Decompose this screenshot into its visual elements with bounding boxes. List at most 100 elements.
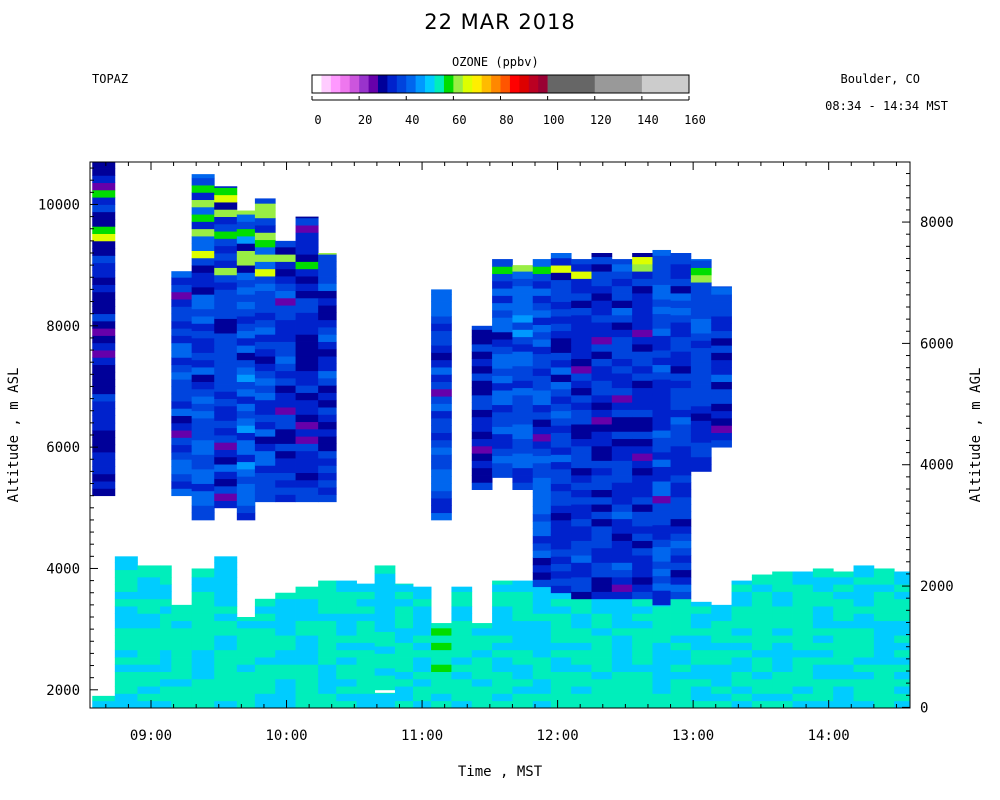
ozone-cell [92,451,116,460]
ozone-cell [295,283,319,292]
ozone-cell [318,290,337,299]
colorbar-bin-3 [340,75,350,93]
ozone-cell [652,350,671,358]
ozone-cell [591,693,613,702]
ozone-cell [894,620,911,629]
ozone-cell [591,700,613,709]
ozone-cell [394,664,414,672]
ozone-cell [171,328,193,336]
ozone-cell [471,475,493,483]
ozone-cell [652,364,671,373]
ozone-cell [92,415,116,424]
x-tick-label: 10:00 [265,728,307,744]
ozone-cell [471,642,493,651]
ozone-cell [632,409,653,418]
ozone-cell [670,256,692,265]
ozone-cell [652,430,671,438]
x-tick-label: 13:00 [672,728,714,744]
ozone-cell [236,483,256,492]
ozone-cell [431,476,452,484]
ozone-cell [191,642,215,651]
colorbar-tick-label: 120 [590,113,612,127]
y-left-tick-label: 6000 [46,440,80,456]
ozone-cell [236,272,256,281]
ozone-cell [751,627,773,636]
ozone-cell [295,479,319,488]
ozone-cell [532,470,552,478]
ozone-cell [532,266,552,275]
ozone-cell [853,642,875,651]
ozone-cell [191,671,215,680]
ozone-cell [254,479,276,488]
ozone-cell [652,255,671,264]
ozone-cell [632,467,653,476]
colorbar-bin-18 [481,75,492,93]
ozone-cell [191,439,215,448]
ozone-cell [114,678,138,687]
ozone-cell [254,319,276,328]
ozone-cell [492,368,513,376]
ozone-cell [611,504,633,512]
ozone-cell [214,671,238,680]
ozone-cell [611,649,633,658]
ozone-cell [611,664,633,672]
ozone-cell [214,456,238,465]
ozone-cell [690,427,712,436]
ozone-cell [137,700,161,709]
ozone-cell [114,671,138,680]
ozone-cell [275,283,296,292]
ozone-cell [492,700,513,709]
profile-column [160,565,172,709]
ozone-cell [853,686,875,694]
profile-column [336,580,357,709]
profile-column [751,574,773,709]
ozone-cell [254,385,276,393]
ozone-cell [731,627,753,636]
ozone-cell [611,584,633,592]
ozone-cell [160,649,172,658]
ozone-cell [356,606,376,614]
ozone-cell [632,365,653,374]
ozone-cell [275,246,296,255]
ozone-cell [632,256,653,265]
colorbar: 0 20 40 60 80 100 120 140 160 [311,74,706,127]
ozone-cell [690,289,712,298]
ozone-cell [318,606,337,614]
ozone-cell [611,533,633,541]
ozone-cell [191,388,215,397]
ozone-cell [894,693,911,702]
ozone-cell [214,620,238,629]
ozone-cell [731,649,753,658]
ozone-cell [690,303,712,312]
ozone-cell [550,613,572,622]
ozone-cell [492,606,513,614]
ozone-cell [632,576,653,585]
ozone-cell [191,461,215,470]
ozone-cell [711,359,732,368]
ozone-cell [254,407,276,415]
ozone-cell [550,585,572,594]
ozone-cell [492,295,513,304]
ozone-cell [92,313,116,322]
ozone-cell [690,369,712,378]
ozone-cell [254,664,276,672]
ozone-cell [492,259,513,267]
ozone-cell [731,664,753,672]
ozone-cell [652,320,671,329]
ozone-cell [275,606,296,614]
ozone-cell [318,305,337,313]
ozone-cell [550,374,572,383]
ozone-cell [451,664,473,672]
ozone-cell [356,657,376,665]
ozone-cell [711,294,732,302]
ozone-cell [236,620,256,629]
ozone-cell [254,392,276,401]
ozone-cell [275,613,296,622]
ozone-cell [512,293,534,301]
ozone-cell [833,693,854,702]
ozone-cell [550,592,572,600]
ozone-cell [374,573,396,581]
ozone-cell [670,598,692,607]
ozone-cell [512,657,534,665]
ozone-cell [431,294,452,302]
